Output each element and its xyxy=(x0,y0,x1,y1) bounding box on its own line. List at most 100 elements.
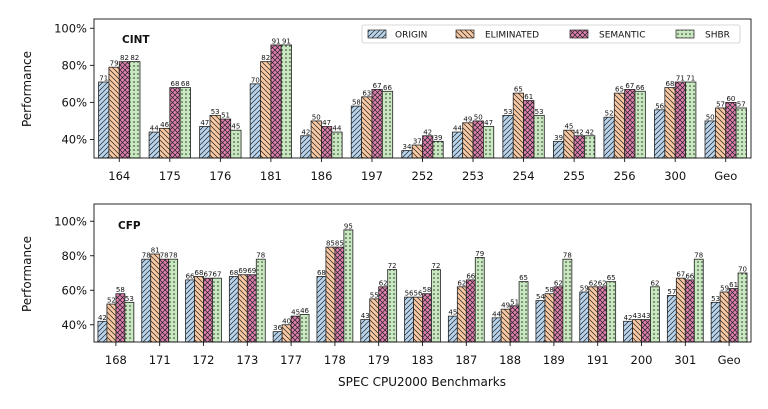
cint-bar-semantic-255 xyxy=(573,135,585,159)
cint-bar-eliminated-253 xyxy=(462,122,474,159)
legend-swatch-semantic xyxy=(569,29,589,39)
cfp-data-label-shbr-191: 65 xyxy=(607,274,616,282)
cint-bar-semantic-252 xyxy=(422,135,434,159)
cint-data-label-eliminated-176: 53 xyxy=(211,108,220,116)
cfp-bar-semantic-179 xyxy=(378,286,389,343)
cfp-x-tick-label-177: 177 xyxy=(280,353,302,367)
cfp-bar-origin-172 xyxy=(185,279,195,343)
cfp-data-label-origin-173: 68 xyxy=(229,269,238,277)
cfp-data-label-eliminated-172: 68 xyxy=(195,269,204,277)
cint-bar-eliminated-181 xyxy=(260,61,272,159)
cfp-bar-shbr-191 xyxy=(606,281,617,343)
cint-bar-eliminated-254 xyxy=(512,92,524,159)
cfp-data-label-eliminated-189: 58 xyxy=(545,286,554,294)
cfp-bar-semantic-171 xyxy=(159,258,170,343)
cfp-data-label-shbr-171: 78 xyxy=(169,252,178,260)
cfp-bar-eliminated-173 xyxy=(237,274,248,343)
cint-bar-origin-254 xyxy=(502,114,514,159)
cint-bar-origin-197 xyxy=(350,105,363,159)
cint-bar-shbr-186 xyxy=(331,131,343,159)
cint-data-label-eliminated-186: 50 xyxy=(312,113,321,121)
cfp-x-tick-label-188: 188 xyxy=(499,353,521,367)
legend-swatch-origin xyxy=(367,29,387,39)
cint-data-label-semantic-252: 42 xyxy=(423,128,432,136)
cint-data-label-shbr-252: 39 xyxy=(434,134,443,142)
cfp-bar-shbr-301 xyxy=(693,258,704,343)
cfp-bar-origin-200 xyxy=(623,320,633,343)
cint-bar-shbr-254 xyxy=(533,114,545,159)
cfp-data-label-origin-178: 68 xyxy=(317,269,326,277)
cfp-bar-shbr-173 xyxy=(255,258,266,343)
cfp-data-label-eliminated-geo: 59 xyxy=(720,284,729,292)
cfp-data-label-origin-177: 36 xyxy=(273,324,282,332)
cfp-data-label-eliminated-171: 81 xyxy=(151,247,160,255)
legend-label-eliminated: ELIMINATED xyxy=(485,31,539,41)
cfp-y-tick-label: 60% xyxy=(61,283,87,297)
cint-data-label-shbr-254: 53 xyxy=(535,108,544,116)
cfp-x-tick-label-179: 179 xyxy=(368,353,390,367)
cfp-data-label-eliminated-187: 62 xyxy=(457,279,466,287)
cfp-data-label-shbr-189: 78 xyxy=(563,252,572,260)
cint-x-tick-label-164: 164 xyxy=(108,169,130,183)
cfp-bar-shbr-177 xyxy=(299,313,310,343)
cfp-data-label-semantic-172: 67 xyxy=(204,271,213,279)
cfp-bar-eliminated-189 xyxy=(544,293,555,343)
cfp-bar-eliminated-171 xyxy=(150,253,161,343)
cint-data-label-semantic-253: 50 xyxy=(474,113,483,121)
cint-data-label-shbr-256: 66 xyxy=(636,84,645,92)
cfp-bar-origin-178 xyxy=(316,276,327,343)
cfp-data-label-origin-171: 78 xyxy=(142,252,151,260)
cfp-data-label-shbr-183: 72 xyxy=(432,262,441,270)
cfp-bar-semantic-301 xyxy=(684,279,695,343)
cint-data-label-semantic-175: 68 xyxy=(171,80,180,88)
cfp-data-label-eliminated-188: 49 xyxy=(501,302,510,310)
cint-bar-shbr-253 xyxy=(482,126,495,159)
cfp-bar-semantic-173 xyxy=(246,274,257,343)
legend-swatch-shbr xyxy=(675,29,695,39)
cint-x-tick-label-181: 181 xyxy=(260,169,282,183)
cint-data-label-shbr-175: 68 xyxy=(181,80,190,88)
cint-data-label-semantic-256: 67 xyxy=(625,82,634,90)
cfp-data-label-eliminated-177: 40 xyxy=(282,317,291,325)
cfp-data-label-origin-188: 44 xyxy=(492,310,501,318)
cfp-data-label-origin-200: 42 xyxy=(624,314,633,322)
cint-data-label-semantic-geo: 60 xyxy=(726,95,735,103)
cint-bar-origin-186 xyxy=(300,135,312,159)
cint-data-label-origin-256: 52 xyxy=(605,110,614,118)
cfp-bar-shbr-200 xyxy=(650,286,660,343)
cint-bar-shbr-256 xyxy=(634,90,646,159)
cfp-bar-origin-177 xyxy=(272,331,283,343)
cfp-y-axis-label: Performance xyxy=(20,236,34,312)
cfp-bar-eliminated-geo xyxy=(719,291,730,343)
cfp-bar-shbr-geo xyxy=(737,272,748,343)
cfp-bar-semantic-geo xyxy=(728,288,739,343)
cint-x-tick-label-176: 176 xyxy=(209,169,231,183)
cfp-data-label-shbr-168: 53 xyxy=(125,295,134,303)
cint-y-tick-label: 40% xyxy=(61,132,87,146)
cfp-x-tick-label-172: 172 xyxy=(193,353,215,367)
cint-bar-origin-253 xyxy=(451,131,464,159)
cint-x-tick-label-300: 300 xyxy=(664,169,686,183)
cfp-bar-semantic-189 xyxy=(553,286,564,343)
cint-data-label-shbr-164: 82 xyxy=(130,54,139,62)
cint-bar-semantic-176 xyxy=(219,118,232,159)
cint-data-label-eliminated-197: 63 xyxy=(362,89,371,97)
cint-bar-origin-164 xyxy=(98,81,110,159)
cfp-bar-semantic-191 xyxy=(597,286,608,343)
cfp-bar-origin-188 xyxy=(491,317,502,343)
cfp-y-tick-label: 100% xyxy=(54,214,87,228)
cint-data-label-origin-300: 56 xyxy=(655,102,664,110)
cfp-bar-origin-173 xyxy=(228,276,239,343)
cint-bar-eliminated-255 xyxy=(563,129,575,159)
cfp-data-label-semantic-188: 51 xyxy=(510,298,519,306)
cint-data-label-origin-164: 71 xyxy=(99,75,108,83)
cfp-bar-origin-191 xyxy=(579,291,590,343)
cfp-data-label-semantic-179: 62 xyxy=(379,279,388,287)
cfp-bar-eliminated-191 xyxy=(588,286,599,343)
cint-data-label-eliminated-geo: 57 xyxy=(716,100,725,108)
cfp-data-label-origin-172: 66 xyxy=(186,272,195,280)
cfp-bar-semantic-172 xyxy=(203,277,213,343)
cint-bar-eliminated-252 xyxy=(411,144,423,159)
cint-bar-shbr-176 xyxy=(230,129,242,159)
cfp-data-label-eliminated-191: 62 xyxy=(589,279,598,287)
